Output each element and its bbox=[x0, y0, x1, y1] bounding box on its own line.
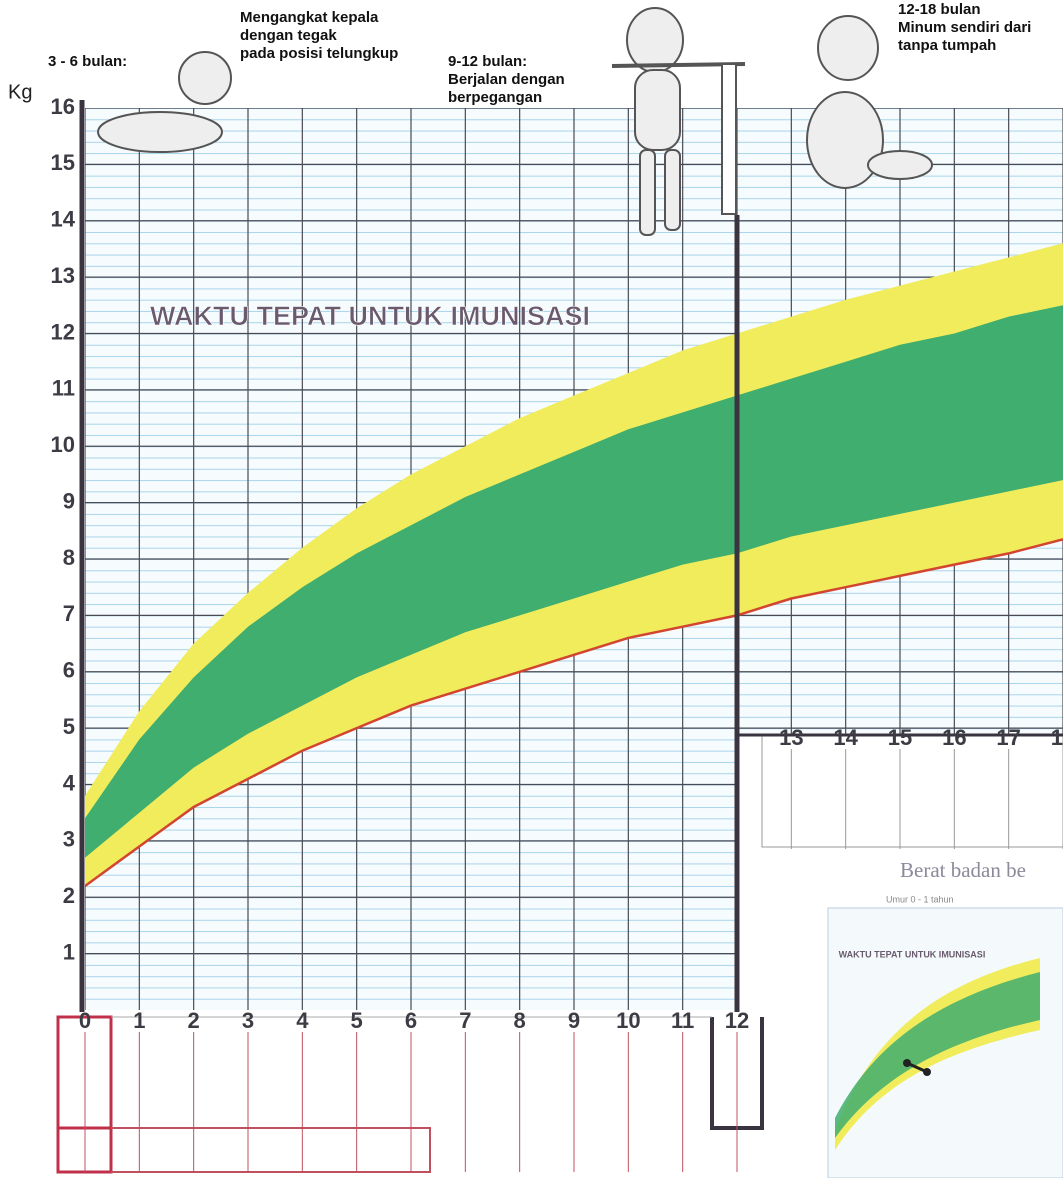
inset-title: Berat badan be bbox=[900, 858, 1026, 882]
inset-subtitle: Umur 0 - 1 tahun bbox=[886, 894, 954, 904]
y-tick-label: 15 bbox=[51, 150, 75, 175]
x-tick-label: 16 bbox=[942, 725, 966, 750]
annotation: berpegangan bbox=[448, 89, 542, 106]
inset: Berat badan be Umur 0 - 1 tahun WAKTU TE… bbox=[827, 858, 1063, 1178]
annotation: dengan tegak bbox=[240, 27, 337, 44]
y-axis-label: Kg bbox=[8, 81, 32, 103]
y-tick-label: 8 bbox=[63, 545, 75, 570]
y-tick-label: 1 bbox=[63, 939, 75, 964]
x-tick-label: 12 bbox=[725, 1008, 749, 1033]
x-tick-label: 6 bbox=[405, 1008, 417, 1033]
annotation: Minum sendiri dari bbox=[898, 19, 1031, 36]
x-tick-label: 11 bbox=[671, 1008, 694, 1033]
x-tick-label: 3 bbox=[242, 1008, 254, 1033]
annotation: 12-18 bulan bbox=[898, 1, 981, 18]
y-tick-label: 4 bbox=[63, 770, 76, 795]
x-tick-label: 4 bbox=[296, 1008, 309, 1033]
y-tick-label: 10 bbox=[51, 432, 75, 457]
y-tick-label: 9 bbox=[63, 488, 75, 513]
x-tick-label: 18 bbox=[1051, 725, 1063, 750]
axes bbox=[56, 100, 1063, 1174]
annotation: 9-12 bulan: bbox=[448, 53, 527, 70]
y-tick-label: 16 bbox=[51, 94, 75, 119]
y-tick-label: 7 bbox=[63, 601, 75, 626]
labels: Kg WAKTU TEPAT UNTUK IMUNISASI 123456789… bbox=[8, 81, 1063, 1033]
y-tick-label: 3 bbox=[63, 827, 75, 852]
band bbox=[85, 305, 1063, 858]
x-tick-label: 13 bbox=[779, 725, 803, 750]
x-tick-label: 15 bbox=[888, 725, 912, 750]
y-tick-label: 2 bbox=[63, 883, 75, 908]
y-tick-label: 11 bbox=[52, 376, 75, 401]
annotation: Berjalan dengan bbox=[448, 71, 565, 88]
y-tick-label: 13 bbox=[51, 263, 75, 288]
x-tick-label: 14 bbox=[833, 725, 858, 750]
y-tick-label: 6 bbox=[63, 658, 75, 683]
annotation: tanpa tumpah bbox=[898, 37, 996, 54]
x-tick-label: 0 bbox=[79, 1008, 91, 1033]
x-tick-label: 10 bbox=[616, 1008, 640, 1033]
inset-chart-title: WAKTU TEPAT UNTUK IMUNISASI bbox=[839, 949, 986, 959]
x-tick-label: 2 bbox=[188, 1008, 200, 1033]
x-tick-label: 5 bbox=[351, 1008, 363, 1033]
annotation: 3 - 6 bulan: bbox=[48, 53, 127, 70]
annotation: Mengangkat kepala bbox=[240, 9, 379, 26]
annotation: pada posisi telungkup bbox=[240, 45, 398, 62]
y-tick-label: 14 bbox=[51, 207, 76, 232]
bands bbox=[85, 243, 1063, 888]
x-tick-label: 17 bbox=[996, 725, 1020, 750]
x-tick-label: 9 bbox=[568, 1008, 580, 1033]
line bbox=[85, 538, 1063, 888]
chart-title: WAKTU TEPAT UNTUK IMUNISASI bbox=[150, 301, 590, 331]
y-tick-label: 12 bbox=[51, 319, 75, 344]
y-tick-label: 5 bbox=[63, 714, 75, 739]
x-tick-label: 7 bbox=[459, 1008, 471, 1033]
illustrations bbox=[97, 7, 933, 236]
x-tick-label: 8 bbox=[514, 1008, 526, 1033]
x-tick-label: 1 bbox=[133, 1008, 145, 1033]
